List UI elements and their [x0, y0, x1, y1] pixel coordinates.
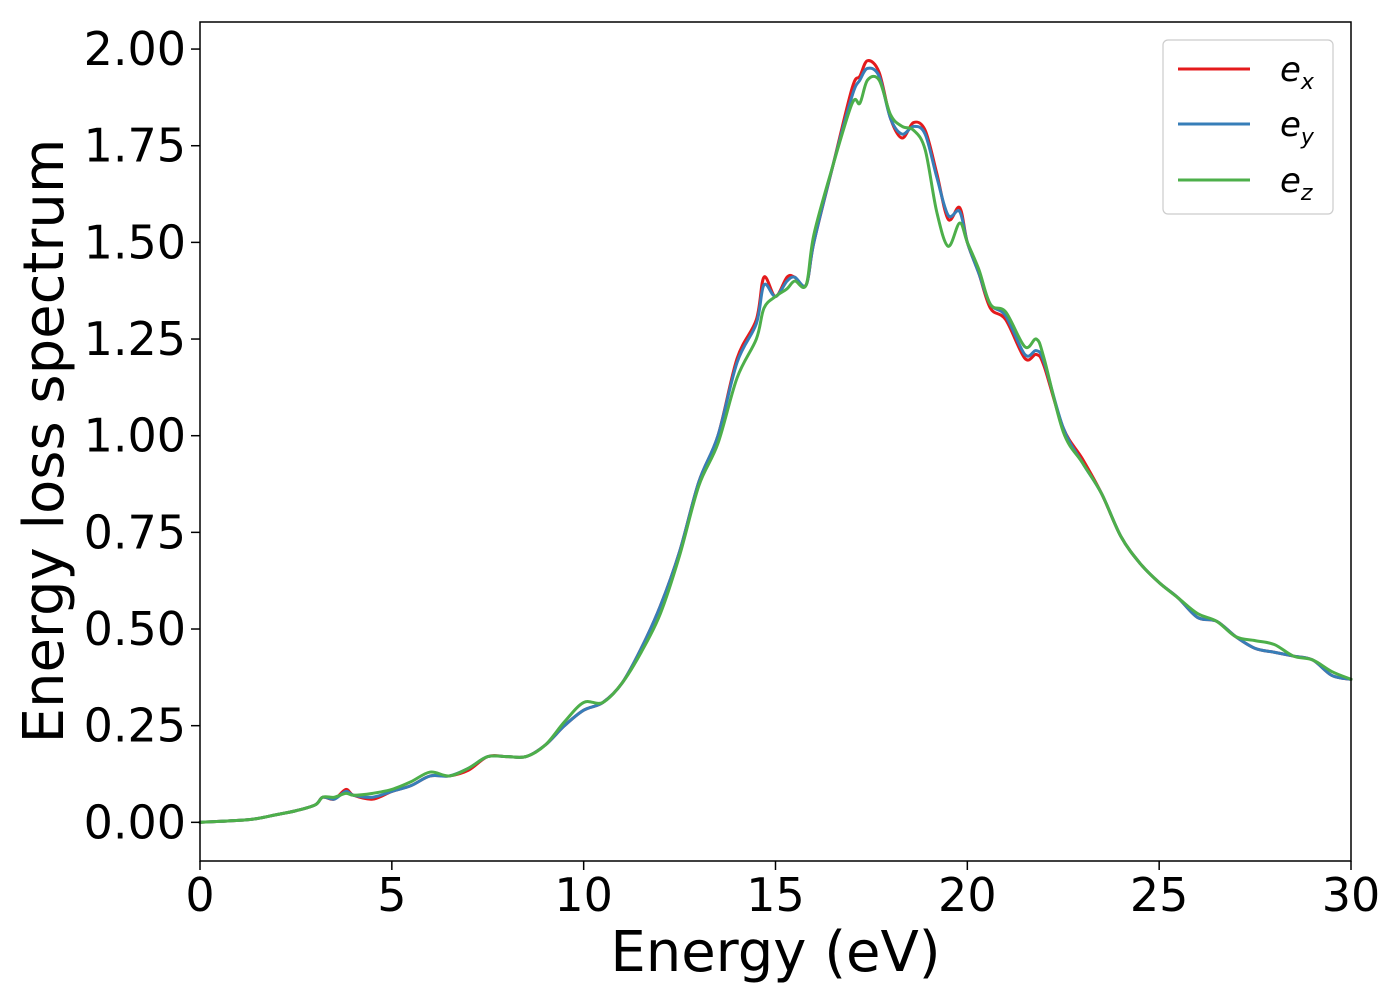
x-tick-label: 0 — [185, 868, 214, 922]
y-tick-label: 0.25 — [84, 699, 186, 753]
y-axis-title: Energy loss spectrum — [12, 139, 77, 744]
y-tick-label: 0.50 — [84, 602, 186, 656]
legend-label-ez: ez — [1280, 161, 1313, 206]
y-tick-label: 2.00 — [84, 22, 186, 76]
x-tick-label: 5 — [377, 868, 406, 922]
y-tick-label: 1.75 — [84, 119, 186, 173]
series-line-ez — [198, 74, 1353, 824]
series-layer — [198, 59, 1353, 824]
legend: ex ey ez — [1162, 39, 1334, 215]
x-tick-label: 25 — [1130, 868, 1189, 922]
legend-box — [1162, 39, 1334, 215]
y-tick-label: 1.25 — [84, 312, 186, 366]
x-tick-label: 20 — [938, 868, 997, 922]
y-tick-label: 0.00 — [84, 795, 186, 849]
x-axis-ticks: 0 5 10 15 20 25 30 — [185, 861, 1380, 922]
x-tick-label: 15 — [746, 868, 805, 922]
x-tick-label: 30 — [1322, 868, 1381, 922]
legend-entries: ex ey ez — [1178, 50, 1315, 206]
x-tick-label: 10 — [554, 868, 613, 922]
y-axis-ticks: 0.00 0.25 0.50 0.75 1.00 1.25 1.50 1.75 2.00 — [84, 22, 200, 849]
y-tick-label: 0.75 — [84, 505, 186, 559]
x-axis-title: Energy (eV) — [610, 920, 940, 985]
y-tick-label: 1.00 — [84, 409, 186, 463]
legend-label-ex: ex — [1280, 50, 1315, 95]
y-tick-label: 1.50 — [84, 215, 186, 269]
legend-label-ey: ey — [1280, 105, 1315, 150]
